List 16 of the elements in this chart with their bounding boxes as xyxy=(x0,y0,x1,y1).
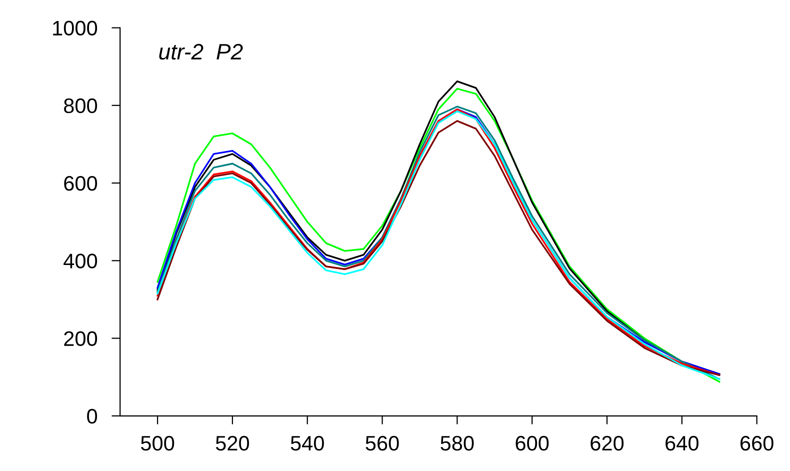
y-tick-label: 0 xyxy=(87,408,98,424)
x-tick-label: 520 xyxy=(216,436,250,451)
x-tick-label: 620 xyxy=(590,436,624,451)
x-tick-label: 560 xyxy=(366,436,399,451)
y-tick-label: 200 xyxy=(64,331,98,346)
x-tick-label: 600 xyxy=(516,436,549,451)
x-tick-label: 580 xyxy=(440,436,474,451)
y-tick-label: 600 xyxy=(64,176,98,191)
y-tick-label: 400 xyxy=(64,254,98,268)
text: utr-2 P2 xyxy=(159,44,243,60)
x-tick-label: 540 xyxy=(290,436,324,451)
y-tick-label: 1000 xyxy=(53,20,98,36)
x-tick-label: 640 xyxy=(666,436,698,451)
x-tick-label: 660 xyxy=(740,436,774,451)
y-tick-label: 800 xyxy=(64,98,98,114)
x-tick-label: 500 xyxy=(140,436,174,451)
